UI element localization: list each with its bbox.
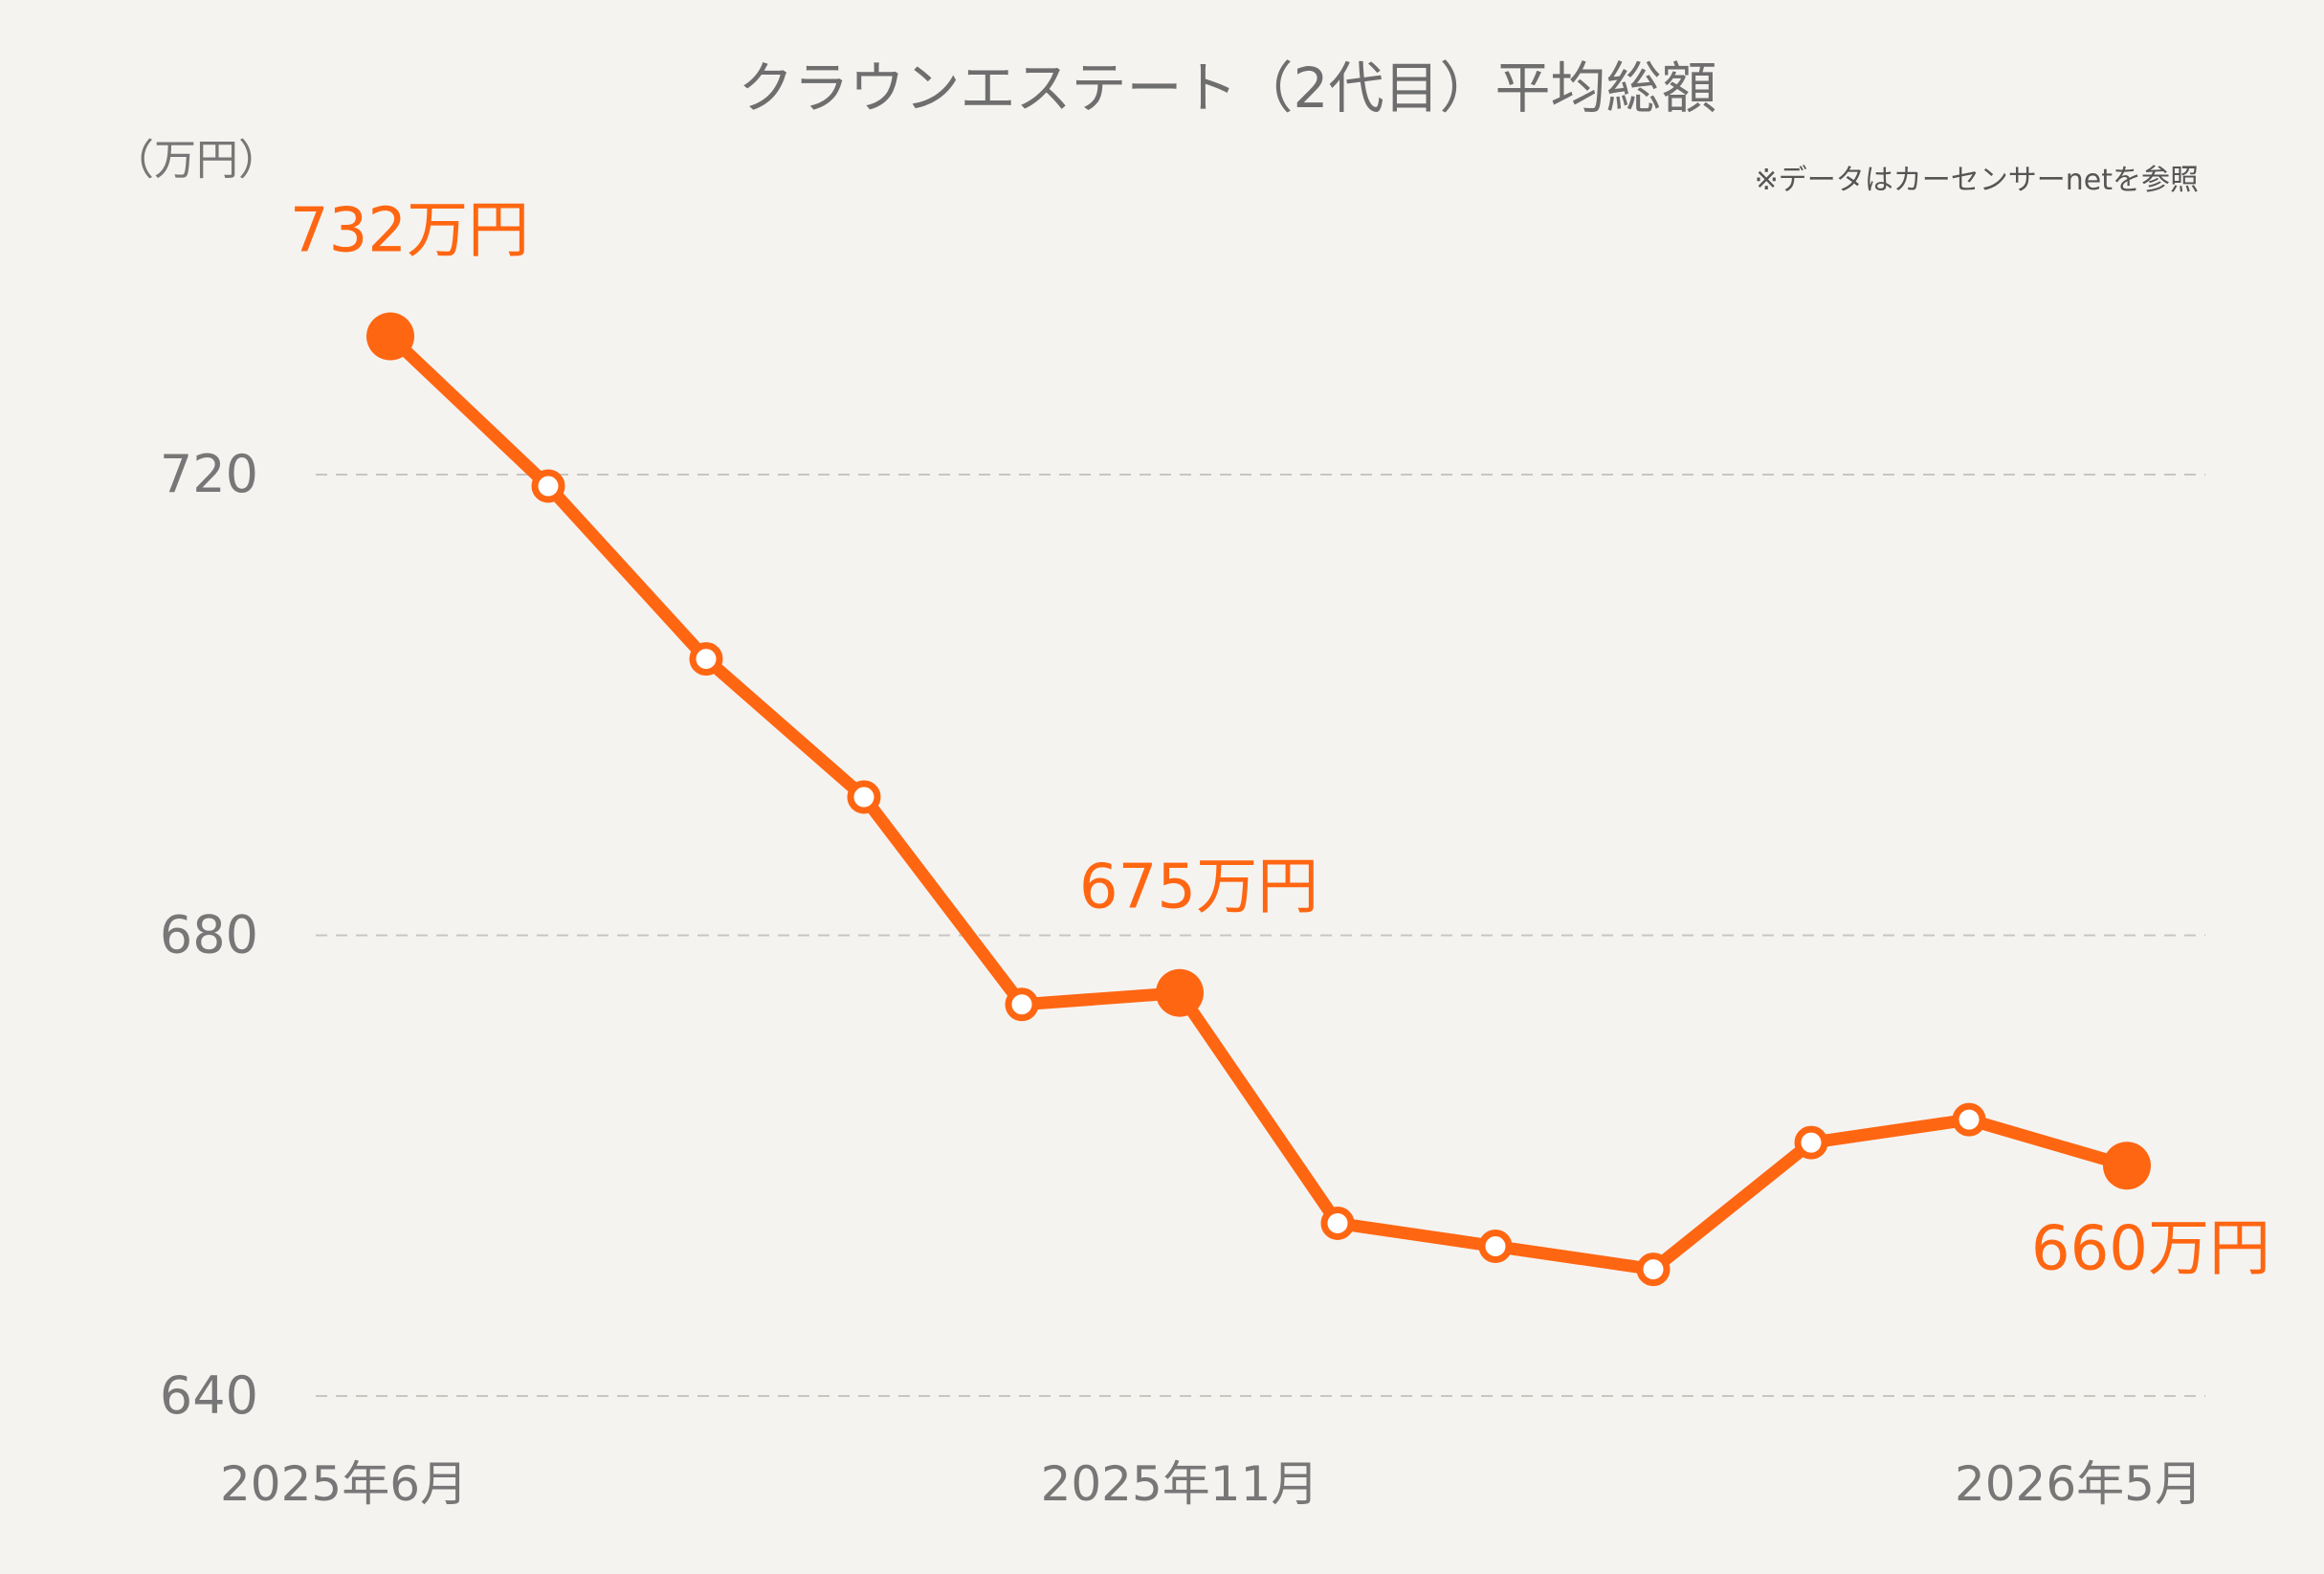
data-label-11: 660万円 bbox=[2031, 1213, 2270, 1284]
x-tick-label-5: 2025年11月 bbox=[1041, 1456, 1319, 1512]
data-point-10 bbox=[1952, 1102, 1986, 1137]
data-point-1 bbox=[531, 469, 565, 503]
data-point-8 bbox=[1636, 1253, 1671, 1287]
data-annotations: 732万円 675万円 660万円 bbox=[290, 196, 2270, 1285]
data-label-0: 732万円 bbox=[290, 196, 529, 267]
y-tick-label-640: 640 bbox=[160, 1365, 258, 1426]
data-label-5: 675万円 bbox=[1079, 853, 1318, 923]
chart-title: クラウンエステート（2代目）平均総額 bbox=[739, 55, 1717, 121]
series-polyline bbox=[384, 330, 2134, 1276]
data-point-11 bbox=[2103, 1142, 2151, 1190]
y-tick-labels: 640 680 720 bbox=[160, 444, 258, 1426]
y-axis-unit-label: （万円） bbox=[112, 136, 280, 185]
data-point-7 bbox=[1478, 1230, 1513, 1264]
data-point-0 bbox=[366, 312, 414, 361]
series-line bbox=[384, 330, 2134, 1276]
source-note: ※データはカーセンサーnetを参照 bbox=[1755, 164, 2199, 197]
data-point-5 bbox=[1156, 968, 1204, 1017]
x-tick-labels: 2025年6月 2025年11月 2026年5月 bbox=[220, 1456, 2202, 1512]
y-tick-label-720: 720 bbox=[160, 444, 258, 504]
data-point-6 bbox=[1320, 1206, 1355, 1240]
y-tick-label-680: 680 bbox=[160, 905, 258, 965]
x-tick-label-0: 2025年6月 bbox=[220, 1456, 468, 1512]
grid-lines bbox=[316, 474, 2205, 1397]
data-point-4 bbox=[1005, 987, 1039, 1022]
data-point-3 bbox=[847, 780, 881, 814]
x-tick-label-11: 2026年5月 bbox=[1955, 1456, 2202, 1512]
data-point-2 bbox=[689, 642, 723, 676]
data-points bbox=[366, 312, 2151, 1287]
data-point-9 bbox=[1794, 1125, 1828, 1160]
